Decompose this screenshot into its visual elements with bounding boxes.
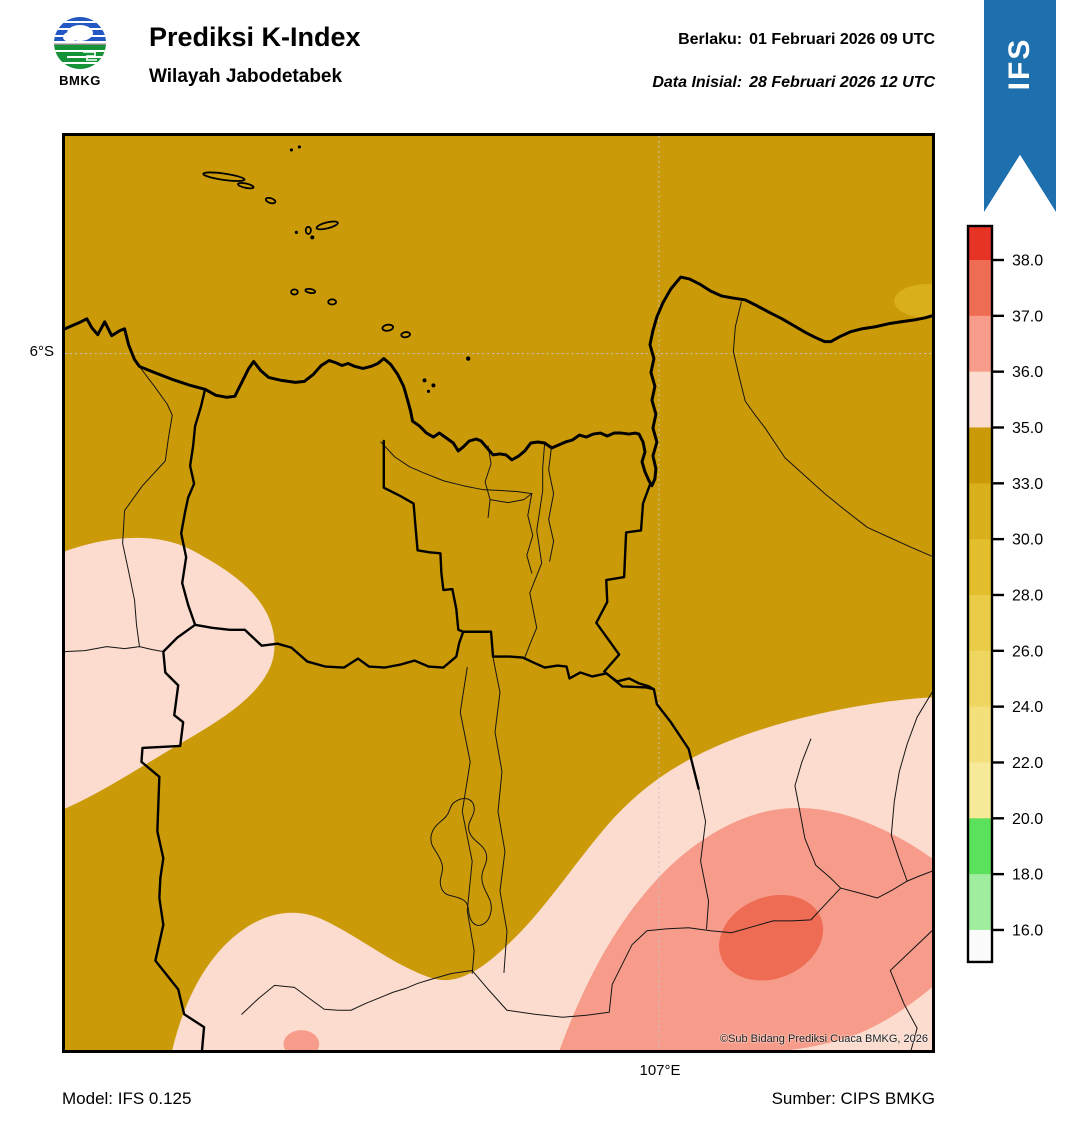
province-boundaries xyxy=(140,388,700,1050)
contour-30-33-blob xyxy=(894,284,932,318)
model-ribbon-label: IFS xyxy=(1003,37,1036,91)
model-info: Model: IFS 0.125 xyxy=(62,1089,192,1108)
page-title: Prediksi K-Index xyxy=(149,22,361,52)
colorbar-tick-label: 26.0 xyxy=(1012,643,1043,660)
bmkg-logo-label: BMKG xyxy=(59,73,101,88)
colorbar-tick-label: 30.0 xyxy=(1012,532,1043,549)
colorbar-tick-label: 22.0 xyxy=(1012,755,1043,772)
valid-time-label: Berlaku: xyxy=(678,31,743,48)
model-ribbon: IFS xyxy=(984,0,1056,212)
islands xyxy=(202,145,471,393)
copyright-note: ©Sub Bidang Prediksi Cuaca BMKG, 2026 xyxy=(719,1033,928,1045)
colorbar-segment xyxy=(968,706,992,763)
contour-36-37-small-blob xyxy=(283,1030,320,1050)
colorbar-segment xyxy=(968,818,992,875)
colorbar-segment xyxy=(968,539,992,596)
colorbar-tick-label: 24.0 xyxy=(1012,699,1043,716)
contour-35-36-west-blob xyxy=(65,537,275,809)
kindex-map: ©Sub Bidang Prediksi Cuaca BMKG, 2026 xyxy=(62,133,935,1053)
colorbar-segment xyxy=(968,929,992,963)
longitude-tick-label: 107°E xyxy=(639,1062,681,1079)
colorbar-tick-label: 20.0 xyxy=(1012,811,1043,828)
graticule xyxy=(65,136,932,1050)
page-subtitle: Wilayah Jabodetabek xyxy=(149,66,343,87)
colorbar-tick-label: 33.0 xyxy=(1012,476,1043,493)
colorbar-tick-label: 36.0 xyxy=(1012,364,1043,381)
colorbar-tick-label: 38.0 xyxy=(1012,253,1043,270)
colorbar-segment xyxy=(968,594,992,652)
java-coastline xyxy=(65,275,932,488)
valid-time-line: Berlaku: 01 Februari 2026 09 UTC xyxy=(678,31,935,49)
kindex-contours xyxy=(65,136,932,1050)
colorbar-segment xyxy=(968,650,992,708)
colorbar-tick-label: 18.0 xyxy=(1012,867,1043,884)
lake-outline xyxy=(430,798,492,926)
colorbar-segment xyxy=(968,874,992,931)
valid-time-value: 01 Februari 2026 09 UTC xyxy=(749,31,935,48)
district-boundaries xyxy=(65,301,932,1050)
data-source-info: Sumber: CIPS BMKG xyxy=(771,1089,935,1108)
colorbar-segment xyxy=(968,483,992,540)
kindex-map-canvas xyxy=(65,136,932,1050)
init-time-label: Data Inisial: xyxy=(652,74,743,91)
colorbar-segment xyxy=(968,260,992,317)
colorbar-segment xyxy=(968,315,992,373)
colorbar-segment xyxy=(968,762,992,819)
island-dots xyxy=(289,145,471,393)
colorbar-tick-label: 16.0 xyxy=(1012,922,1043,939)
colorbar-tick-label: 35.0 xyxy=(1012,420,1043,437)
init-time-line: Data Inisial: 28 Februari 2026 12 UTC xyxy=(652,74,935,92)
init-time-value: 28 Februari 2026 12 UTC xyxy=(749,74,935,91)
bmkg-logo-icon xyxy=(54,17,106,69)
latitude-tick-label: 6°S xyxy=(29,343,54,360)
colorbar-tick-label: 28.0 xyxy=(1012,587,1043,604)
kindex-colorbar: 38.0 37.0 36.0 35.0 33.0 30.0 28.0 26.0 24.0 22.0… xyxy=(966,224,1043,964)
colorbar-segment xyxy=(968,371,992,428)
colorbar-segment xyxy=(968,226,992,261)
contour-37-38-core xyxy=(719,894,824,981)
colorbar-tick-label: 37.0 xyxy=(1012,308,1043,325)
colorbar-segment xyxy=(968,427,992,484)
bmkg-logo: BMKG xyxy=(51,16,109,88)
